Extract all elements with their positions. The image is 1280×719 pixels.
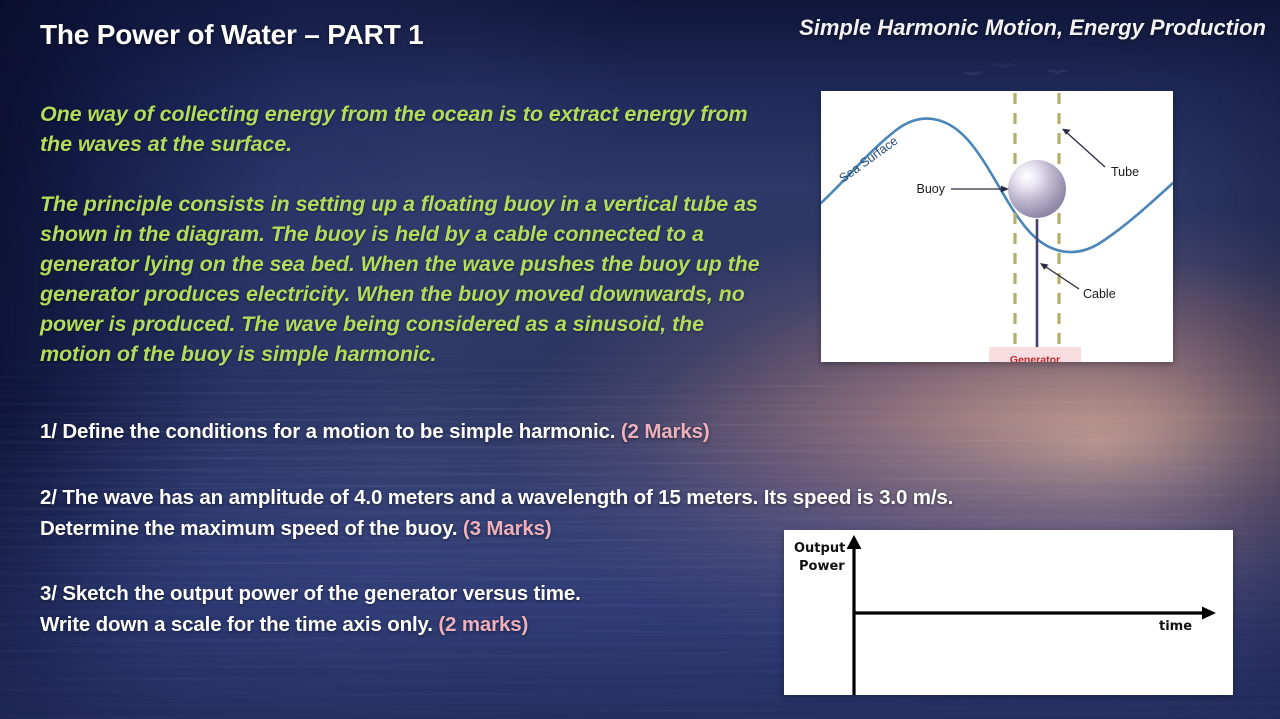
output-power-graph: Output Power time	[784, 530, 1233, 695]
tube-arrowhead	[1062, 128, 1071, 135]
principle-paragraph: The principle consists in setting up a f…	[40, 192, 760, 366]
topic-subtitle: Simple Harmonic Motion, Energy Productio…	[799, 15, 1266, 40]
sea-surface-label: Sea Surface	[837, 134, 901, 186]
cable-leader-line	[1042, 264, 1080, 290]
question-2-text-line1: 2/ The wave has an amplitude of 4.0 mete…	[40, 486, 954, 509]
generator-box	[989, 347, 1081, 362]
buoy-arrowhead	[1001, 185, 1009, 193]
question-1-text: 1/ Define the conditions for a motion to…	[40, 420, 616, 443]
question-2-text-line2: Determine the maximum speed of the buoy.	[40, 516, 458, 540]
tube-label: Tube	[1111, 165, 1139, 179]
sea-surface-wave	[821, 117, 1173, 254]
birds-icon	[962, 62, 1139, 86]
page-title: The Power of Water – PART 1	[40, 19, 424, 50]
question-3-text-line1: 3/ Sketch the output power of the genera…	[40, 582, 581, 605]
graph-y-label-line1: Output	[794, 541, 845, 556]
tube-leader-line	[1064, 130, 1106, 168]
intro-paragraph: One way of collecting energy from the oc…	[40, 102, 748, 156]
question-2: 2/ The wave has an amplitude of 4.0 mete…	[40, 483, 1100, 544]
buoy-label: Buoy	[917, 182, 946, 196]
question-1-marks: (2 Marks)	[620, 420, 710, 443]
buoy-sphere	[1008, 160, 1066, 218]
cable-arrowhead	[1040, 263, 1049, 270]
generator-label: Generator	[1010, 354, 1060, 362]
question-3: 3/ Sketch the output power of the genera…	[40, 579, 740, 640]
graph-y-label-line2: Power	[799, 559, 845, 574]
graph-x-axis-arrowhead	[1202, 606, 1216, 620]
cable-label: Cable	[1083, 287, 1116, 301]
wave-energy-diagram: Generator See Bed Sea Surface Buoy	[821, 91, 1173, 362]
question-3-marks: (2 marks)	[438, 612, 529, 636]
graph-x-label: time	[1159, 619, 1192, 634]
graph-y-axis-arrowhead	[846, 535, 862, 549]
question-3-text-line2: Write down a scale for the time axis onl…	[40, 612, 433, 636]
question-2-marks: (3 Marks)	[462, 516, 552, 540]
question-1: 1/ Define the conditions for a motion to…	[40, 417, 940, 448]
